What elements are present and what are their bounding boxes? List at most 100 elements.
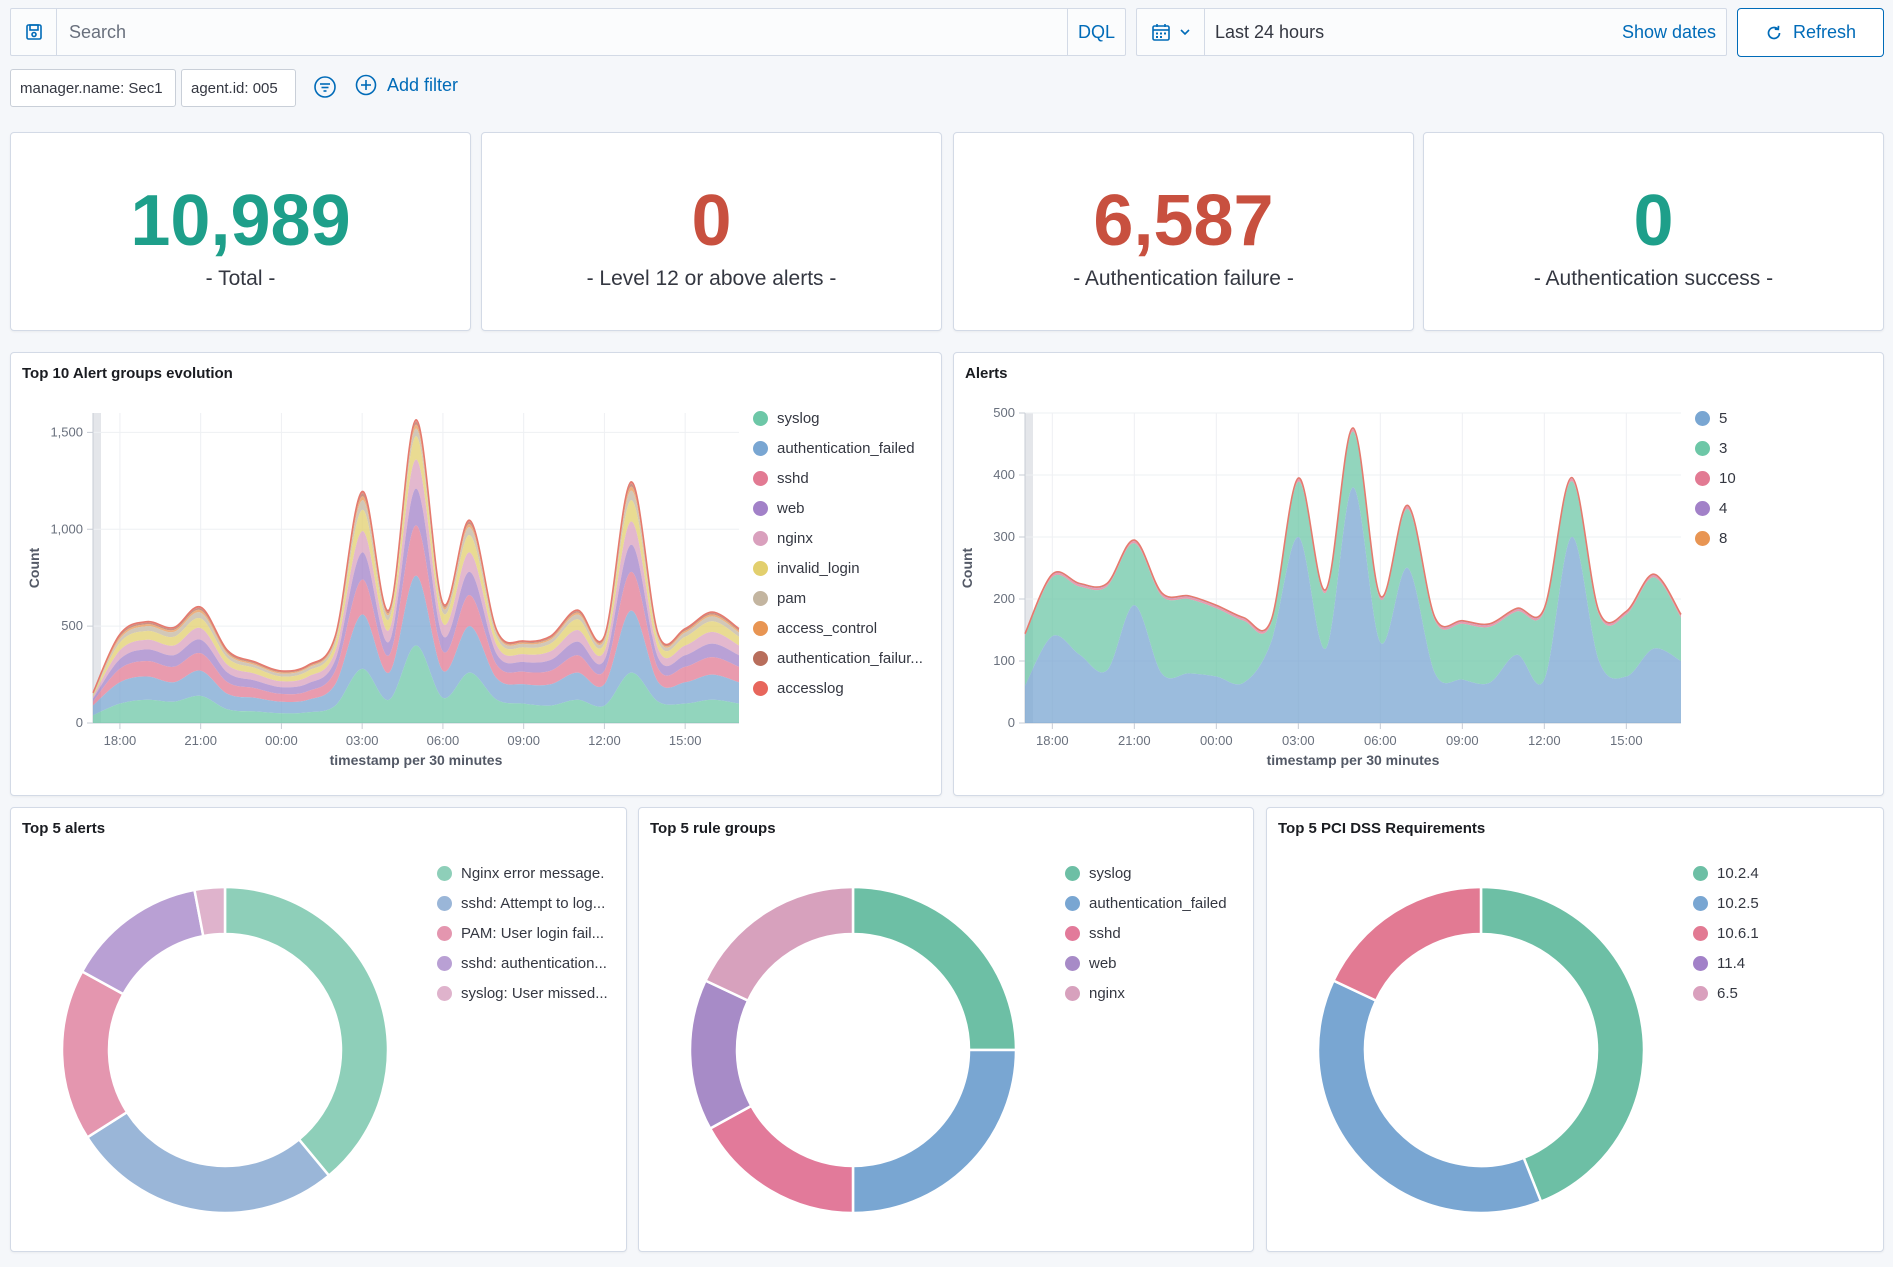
svg-d1-legend-item[interactable]: nginx: [1065, 978, 1251, 1008]
area-syslog[interactable]: [93, 645, 739, 723]
dql-button[interactable]: DQL: [1067, 9, 1125, 55]
filter-options-icon[interactable]: [313, 75, 337, 99]
donut-slice[interactable]: [60, 969, 129, 1140]
chevron-down-icon: [1179, 29, 1190, 36]
legend-color-dot: [1695, 440, 1710, 456]
donut-slice[interactable]: [851, 885, 1018, 1052]
svg-d2-legend-item[interactable]: 6.5: [1693, 978, 1879, 1008]
plus-circle-icon: [355, 74, 377, 96]
panel-title: Top 5 rule groups: [650, 820, 776, 837]
alerts-chart: 500 400 300 200 100 0 18:00 21:00 00:00 03:00 06:0…: [959, 405, 1682, 768]
svg-evo-legend-item[interactable]: authentication_failed: [753, 433, 939, 463]
svg-alerts-legend-item[interactable]: 8: [1695, 523, 1815, 553]
date-range-text[interactable]: Last 24 hours: [1215, 21, 1325, 42]
legend-color-dot: [1693, 985, 1708, 1001]
chart-edge-strip: [1025, 413, 1033, 723]
svg-evo-legend-item[interactable]: syslog: [753, 403, 939, 433]
svg-evo-legend-item[interactable]: web: [753, 493, 939, 523]
metric-value: 0: [691, 181, 732, 261]
area-nginx[interactable]: [93, 459, 739, 699]
donut-slice[interactable]: [192, 885, 227, 938]
svg-evo-legend-item[interactable]: invalid_login: [753, 553, 939, 583]
panel-title: Alerts: [965, 365, 1008, 382]
panel-title: Top 5 alerts: [22, 820, 106, 837]
legend-color-dot: [753, 470, 768, 486]
svg-d0-legend-item[interactable]: syslog: User missed...: [437, 978, 623, 1008]
legend-label: 10.2.4: [1717, 864, 1759, 882]
donut-slice[interactable]: [688, 978, 754, 1131]
area-web[interactable]: [93, 488, 739, 702]
legend-label: sshd: [777, 469, 809, 487]
legend-color-dot: [437, 895, 452, 911]
legend-color-dot: [1065, 955, 1080, 971]
svg-alerts-legend-item[interactable]: 10: [1695, 463, 1815, 493]
legend-color-dot: [1693, 865, 1708, 881]
svg-d0-legend-item[interactable]: PAM: User login fail...: [437, 918, 623, 948]
donut-slice[interactable]: [223, 885, 390, 1178]
donut-slice[interactable]: [708, 1104, 855, 1215]
saved-query-button[interactable]: [11, 9, 57, 55]
add-filter-label: Add filter: [387, 74, 459, 95]
y-tick-label: 400: [993, 467, 1015, 482]
area-sshd[interactable]: [93, 525, 739, 706]
donut-slice[interactable]: [1479, 885, 1646, 1204]
filter-pill-manager[interactable]: manager.name: Sec1: [10, 69, 176, 107]
top5-rule-groups-donut: [688, 885, 1018, 1215]
svg-d2-legend-item[interactable]: 10.2.5: [1693, 888, 1879, 918]
svg-d0-legend-item[interactable]: Nginx error message.: [437, 858, 623, 888]
svg-evo-legend-item[interactable]: accesslog: [753, 673, 939, 703]
legend-label: Nginx error message.: [461, 864, 605, 882]
svg-evo-legend-item[interactable]: authentication_failur...: [753, 643, 939, 673]
svg-evo-legend-item[interactable]: access_control: [753, 613, 939, 643]
x-tick-label: 18:00: [1036, 733, 1069, 748]
svg-d1-legend-item[interactable]: syslog: [1065, 858, 1251, 888]
svg-d1-legend-item[interactable]: web: [1065, 948, 1251, 978]
svg-d2-legend-item[interactable]: 10.6.1: [1693, 918, 1879, 948]
area-authentication_failed[interactable]: [93, 575, 739, 716]
svg-d0-legend-item[interactable]: sshd: authentication...: [437, 948, 623, 978]
legend-color-dot: [753, 440, 768, 456]
top5-pci-panel: Top 5 PCI DSS Requirements 10.2.4 10.2.5 1…: [1266, 807, 1884, 1252]
svg-d2-legend-item[interactable]: 10.2.4: [1693, 858, 1879, 888]
legend-label: syslog: User missed...: [461, 984, 608, 1002]
search-input[interactable]: [57, 9, 1067, 55]
x-axis-title: timestamp per 30 minutes: [1267, 752, 1440, 768]
donut-slice[interactable]: [703, 885, 855, 1003]
legend-color-dot: [1695, 410, 1710, 426]
add-filter-button[interactable]: Add filter: [355, 74, 458, 96]
legend-color-dot: [753, 590, 768, 606]
svg-d0-legend-item[interactable]: sshd: Attempt to log...: [437, 888, 623, 918]
x-tick-label: 21:00: [184, 733, 217, 748]
quick-menu-button[interactable]: [1137, 9, 1205, 55]
show-dates-link[interactable]: Show dates: [1621, 21, 1716, 42]
stack-top-line: [1024, 427, 1682, 635]
legend-label: authentication_failed: [777, 439, 915, 457]
legend-label: 10: [1719, 469, 1736, 487]
svg-d2-legend-item[interactable]: 11.4: [1693, 948, 1879, 978]
donut-slice[interactable]: [1316, 978, 1543, 1215]
refresh-button[interactable]: Refresh: [1737, 8, 1884, 57]
area-3[interactable]: [1025, 431, 1681, 686]
svg-alerts-legend-item[interactable]: 5: [1695, 403, 1815, 433]
svg-d1-legend-item[interactable]: authentication_failed: [1065, 888, 1251, 918]
legend-label: 6.5: [1717, 984, 1738, 1002]
legend-color-dot: [1693, 955, 1708, 971]
svg-evo-legend-item[interactable]: pam: [753, 583, 939, 613]
svg-alerts-legend-item[interactable]: 3: [1695, 433, 1815, 463]
legend-color-dot: [437, 955, 452, 971]
panel-title: Top 10 Alert groups evolution: [22, 365, 233, 382]
donut-slice[interactable]: [851, 1048, 1018, 1215]
svg-evo-legend-item[interactable]: sshd: [753, 463, 939, 493]
donut-slice[interactable]: [85, 1110, 331, 1215]
svg-alerts-legend-item[interactable]: 4: [1695, 493, 1815, 523]
legend-label: 4: [1719, 499, 1728, 517]
filter-pill-agent[interactable]: agent.id: 005: [181, 69, 296, 107]
area-5[interactable]: [1025, 487, 1681, 723]
x-tick-label: 09:00: [1446, 733, 1479, 748]
donut-slice[interactable]: [1331, 885, 1483, 1003]
svg-d1-legend-item[interactable]: sshd: [1065, 918, 1251, 948]
donut-slice[interactable]: [80, 888, 205, 996]
x-axis-title: timestamp per 30 minutes: [330, 752, 503, 768]
legend-color-dot: [437, 985, 452, 1001]
svg-evo-legend-item[interactable]: nginx: [753, 523, 939, 553]
